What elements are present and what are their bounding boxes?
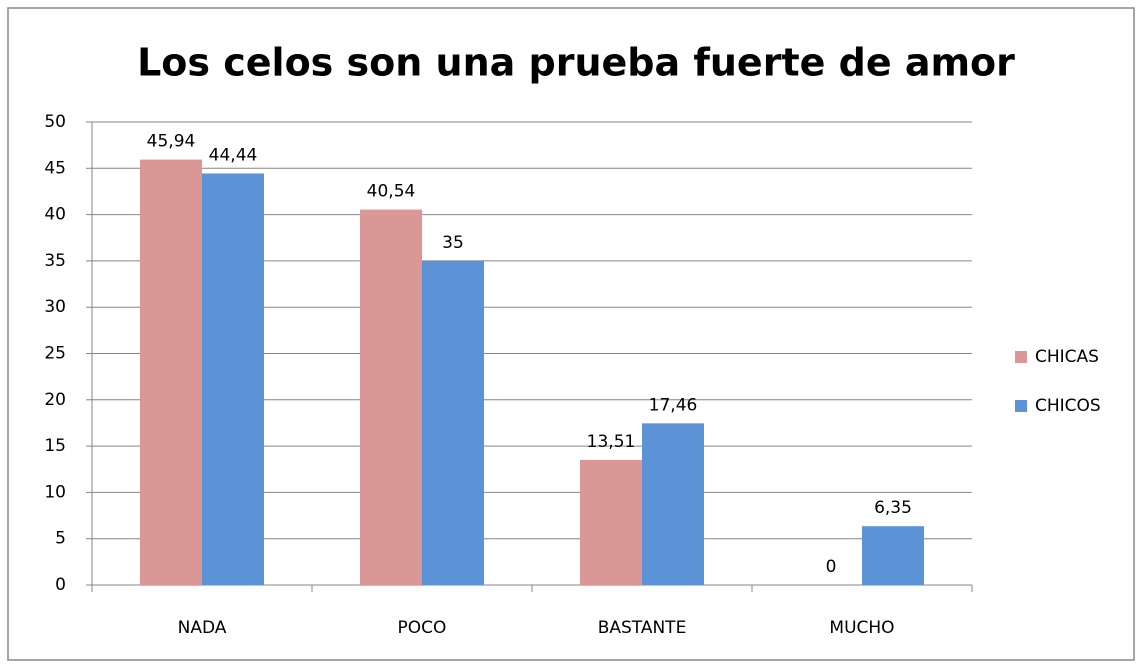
y-tick-label: 20 <box>44 390 66 410</box>
legend-swatch <box>1015 400 1027 412</box>
y-tick-label: 0 <box>55 575 66 595</box>
bar <box>422 260 484 585</box>
legend-label: CHICOS <box>1035 396 1101 416</box>
bar <box>360 209 422 585</box>
y-tick-label: 35 <box>44 251 66 271</box>
bar <box>862 526 924 585</box>
chart-title: Los celos son una prueba fuerte de amor <box>137 41 1015 85</box>
y-tick-label: 25 <box>44 344 66 364</box>
y-tick-label: 15 <box>44 436 66 456</box>
data-label: 17,46 <box>649 395 698 415</box>
bar <box>642 423 704 585</box>
y-tick-label: 40 <box>44 205 66 225</box>
y-tick-label: 30 <box>44 297 66 317</box>
legend-label: CHICAS <box>1035 347 1099 367</box>
legend-swatch <box>1015 351 1027 363</box>
y-tick-label: 5 <box>55 529 66 549</box>
x-tick-label: NADA <box>178 618 227 638</box>
y-tick-label: 50 <box>44 112 66 132</box>
data-label: 6,35 <box>874 498 912 518</box>
x-tick-label: MUCHO <box>829 618 894 638</box>
data-label: 13,51 <box>587 432 636 452</box>
y-tick-label: 45 <box>44 158 66 178</box>
data-label: 44,44 <box>209 145 258 165</box>
data-label: 40,54 <box>367 182 416 202</box>
y-tick-label: 10 <box>44 482 66 502</box>
bar <box>202 173 264 585</box>
bar <box>140 159 202 586</box>
bar <box>580 459 642 585</box>
data-label: 0 <box>826 557 837 577</box>
data-label: 45,94 <box>147 132 196 152</box>
x-tick-label: POCO <box>398 618 447 638</box>
data-label: 35 <box>442 233 464 253</box>
x-tick-label: BASTANTE <box>598 618 687 638</box>
